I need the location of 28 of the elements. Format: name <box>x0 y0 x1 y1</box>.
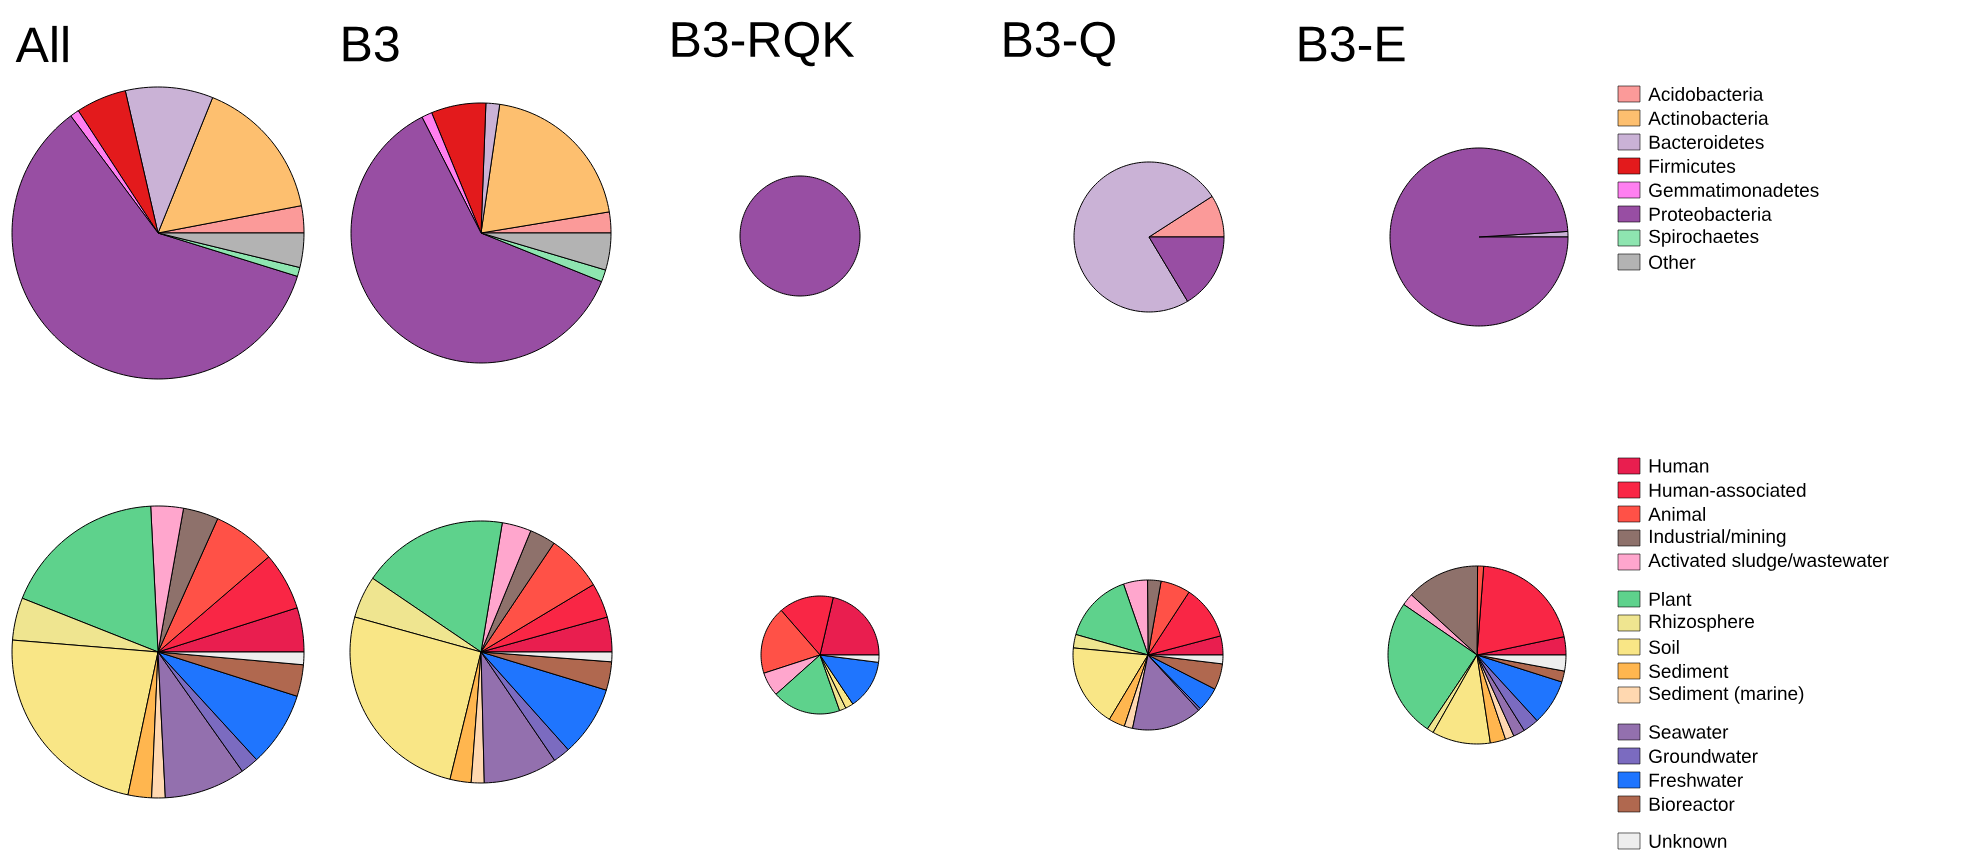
legend-label: Human-associated <box>1649 483 1806 497</box>
legend-label: Soil <box>1649 640 1679 654</box>
legend-label: Proteobacteria <box>1649 207 1772 221</box>
chart-title: B3-RQK <box>672 21 855 67</box>
legend-label: Spirochaetes <box>1649 229 1759 247</box>
chart-title: B3-Q <box>1004 21 1115 67</box>
legend-label: Activated sludge/wastewater <box>1648 553 1889 571</box>
chart-title: B3 <box>343 26 399 62</box>
chart-title: B3-E <box>1299 26 1405 62</box>
legend-label: Unknown <box>1649 834 1727 848</box>
legend-label: Freshwater <box>1649 773 1743 787</box>
legend-label: Plant <box>1649 592 1692 606</box>
legend-label: Animal <box>1648 507 1705 521</box>
legend-label: Sediment <box>1649 664 1729 678</box>
legend-label: Gemmatimonadetes <box>1649 183 1819 197</box>
legend-label: Bioreactor <box>1649 797 1735 811</box>
legend-label: Other <box>1649 255 1696 269</box>
legend-label: Industrial/mining <box>1649 529 1786 547</box>
legend-label: Seawater <box>1649 725 1729 739</box>
chart-title: All <box>15 25 68 63</box>
legend-label: Actinobacteria <box>1648 111 1769 125</box>
legend-label: Rhizosphere <box>1649 614 1755 632</box>
legend-label: Groundwater <box>1649 749 1758 763</box>
legend-label: Acidobacteria <box>1648 87 1764 101</box>
legend-label: Human <box>1649 459 1709 473</box>
legend-label: Bacteroidetes <box>1649 135 1764 149</box>
legend-label: Sediment (marine) <box>1649 686 1804 704</box>
legend-label: Firmicutes <box>1649 159 1736 173</box>
